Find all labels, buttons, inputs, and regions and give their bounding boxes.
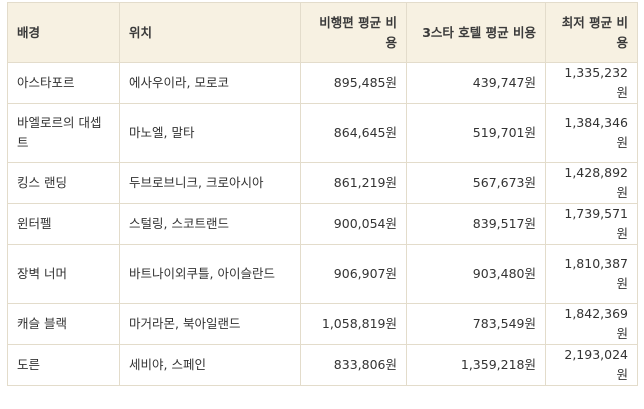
- cell-min-cost: 2,193,024원: [545, 344, 638, 386]
- cell-flight-cost: 833,806원: [300, 344, 407, 386]
- cell-background: 킹스 랜딩: [7, 162, 120, 204]
- cell-hotel-cost: 839,517원: [406, 203, 546, 245]
- cell-flight-cost: 895,485원: [300, 62, 407, 104]
- cell-background: 윈터펠: [7, 203, 120, 245]
- cell-flight-cost: 900,054원: [300, 203, 407, 245]
- cell-location: 세비야, 스페인: [119, 344, 301, 386]
- cell-flight-cost: 864,645원: [300, 103, 407, 163]
- header-background: 배경: [7, 2, 120, 63]
- table-header: 배경 위치 비행편 평균 비용 3스타 호텔 평균 비용 최저 평균 비용: [7, 2, 638, 63]
- cell-location: 두브로브니크, 크로아시아: [119, 162, 301, 204]
- cell-min-cost: 1,335,232원: [545, 62, 638, 104]
- cell-hotel-cost: 519,701원: [406, 103, 546, 163]
- cell-flight-cost: 861,219원: [300, 162, 407, 204]
- cell-min-cost: 1,384,346원: [545, 103, 638, 163]
- cell-min-cost: 1,842,369원: [545, 303, 638, 345]
- cell-flight-cost: 1,058,819원: [300, 303, 407, 345]
- cell-flight-cost: 906,907원: [300, 244, 407, 304]
- header-flight-cost: 비행편 평균 비용: [300, 2, 407, 63]
- cell-background: 바엘로르의 대셉트: [7, 103, 120, 163]
- table-row: 킹스 랜딩 두브로브니크, 크로아시아 861,219원 567,673원 1,…: [7, 162, 638, 204]
- cell-min-cost: 1,739,571원: [545, 203, 638, 245]
- cell-background: 도른: [7, 344, 120, 386]
- cell-hotel-cost: 903,480원: [406, 244, 546, 304]
- cell-location: 마거라몬, 북아일랜드: [119, 303, 301, 345]
- cell-hotel-cost: 439,747원: [406, 62, 546, 104]
- cell-background: 아스타포르: [7, 62, 120, 104]
- cell-hotel-cost: 567,673원: [406, 162, 546, 204]
- cell-hotel-cost: 783,549원: [406, 303, 546, 345]
- table-row: 장벽 너머 바트나이외쿠틀, 아이슬란드 906,907원 903,480원 1…: [7, 244, 638, 304]
- header-min-cost: 최저 평균 비용: [545, 2, 638, 63]
- table-row: 도른 세비야, 스페인 833,806원 1,359,218원 2,193,02…: [7, 344, 638, 386]
- travel-cost-table: 배경 위치 비행편 평균 비용 3스타 호텔 평균 비용 최저 평균 비용 아스…: [7, 2, 638, 386]
- cell-min-cost: 1,810,387원: [545, 244, 638, 304]
- table-row: 바엘로르의 대셉트 마노엘, 말타 864,645원 519,701원 1,38…: [7, 103, 638, 163]
- cell-location: 바트나이외쿠틀, 아이슬란드: [119, 244, 301, 304]
- cell-location: 에사우이라, 모로코: [119, 62, 301, 104]
- table-row: 캐슬 블랙 마거라몬, 북아일랜드 1,058,819원 783,549원 1,…: [7, 303, 638, 345]
- table-row: 윈터펠 스털링, 스코트랜드 900,054원 839,517원 1,739,5…: [7, 203, 638, 245]
- table-body: 아스타포르 에사우이라, 모로코 895,485원 439,747원 1,335…: [7, 62, 638, 386]
- cell-location: 마노엘, 말타: [119, 103, 301, 163]
- header-hotel-cost: 3스타 호텔 평균 비용: [406, 2, 546, 63]
- cell-background: 캐슬 블랙: [7, 303, 120, 345]
- cell-background: 장벽 너머: [7, 244, 120, 304]
- table-row: 아스타포르 에사우이라, 모로코 895,485원 439,747원 1,335…: [7, 62, 638, 104]
- cell-location: 스털링, 스코트랜드: [119, 203, 301, 245]
- cell-min-cost: 1,428,892원: [545, 162, 638, 204]
- travel-cost-table-wrapper: 배경 위치 비행편 평균 비용 3스타 호텔 평균 비용 최저 평균 비용 아스…: [7, 2, 638, 386]
- header-location: 위치: [119, 2, 301, 63]
- cell-hotel-cost: 1,359,218원: [406, 344, 546, 386]
- header-row: 배경 위치 비행편 평균 비용 3스타 호텔 평균 비용 최저 평균 비용: [7, 2, 638, 63]
